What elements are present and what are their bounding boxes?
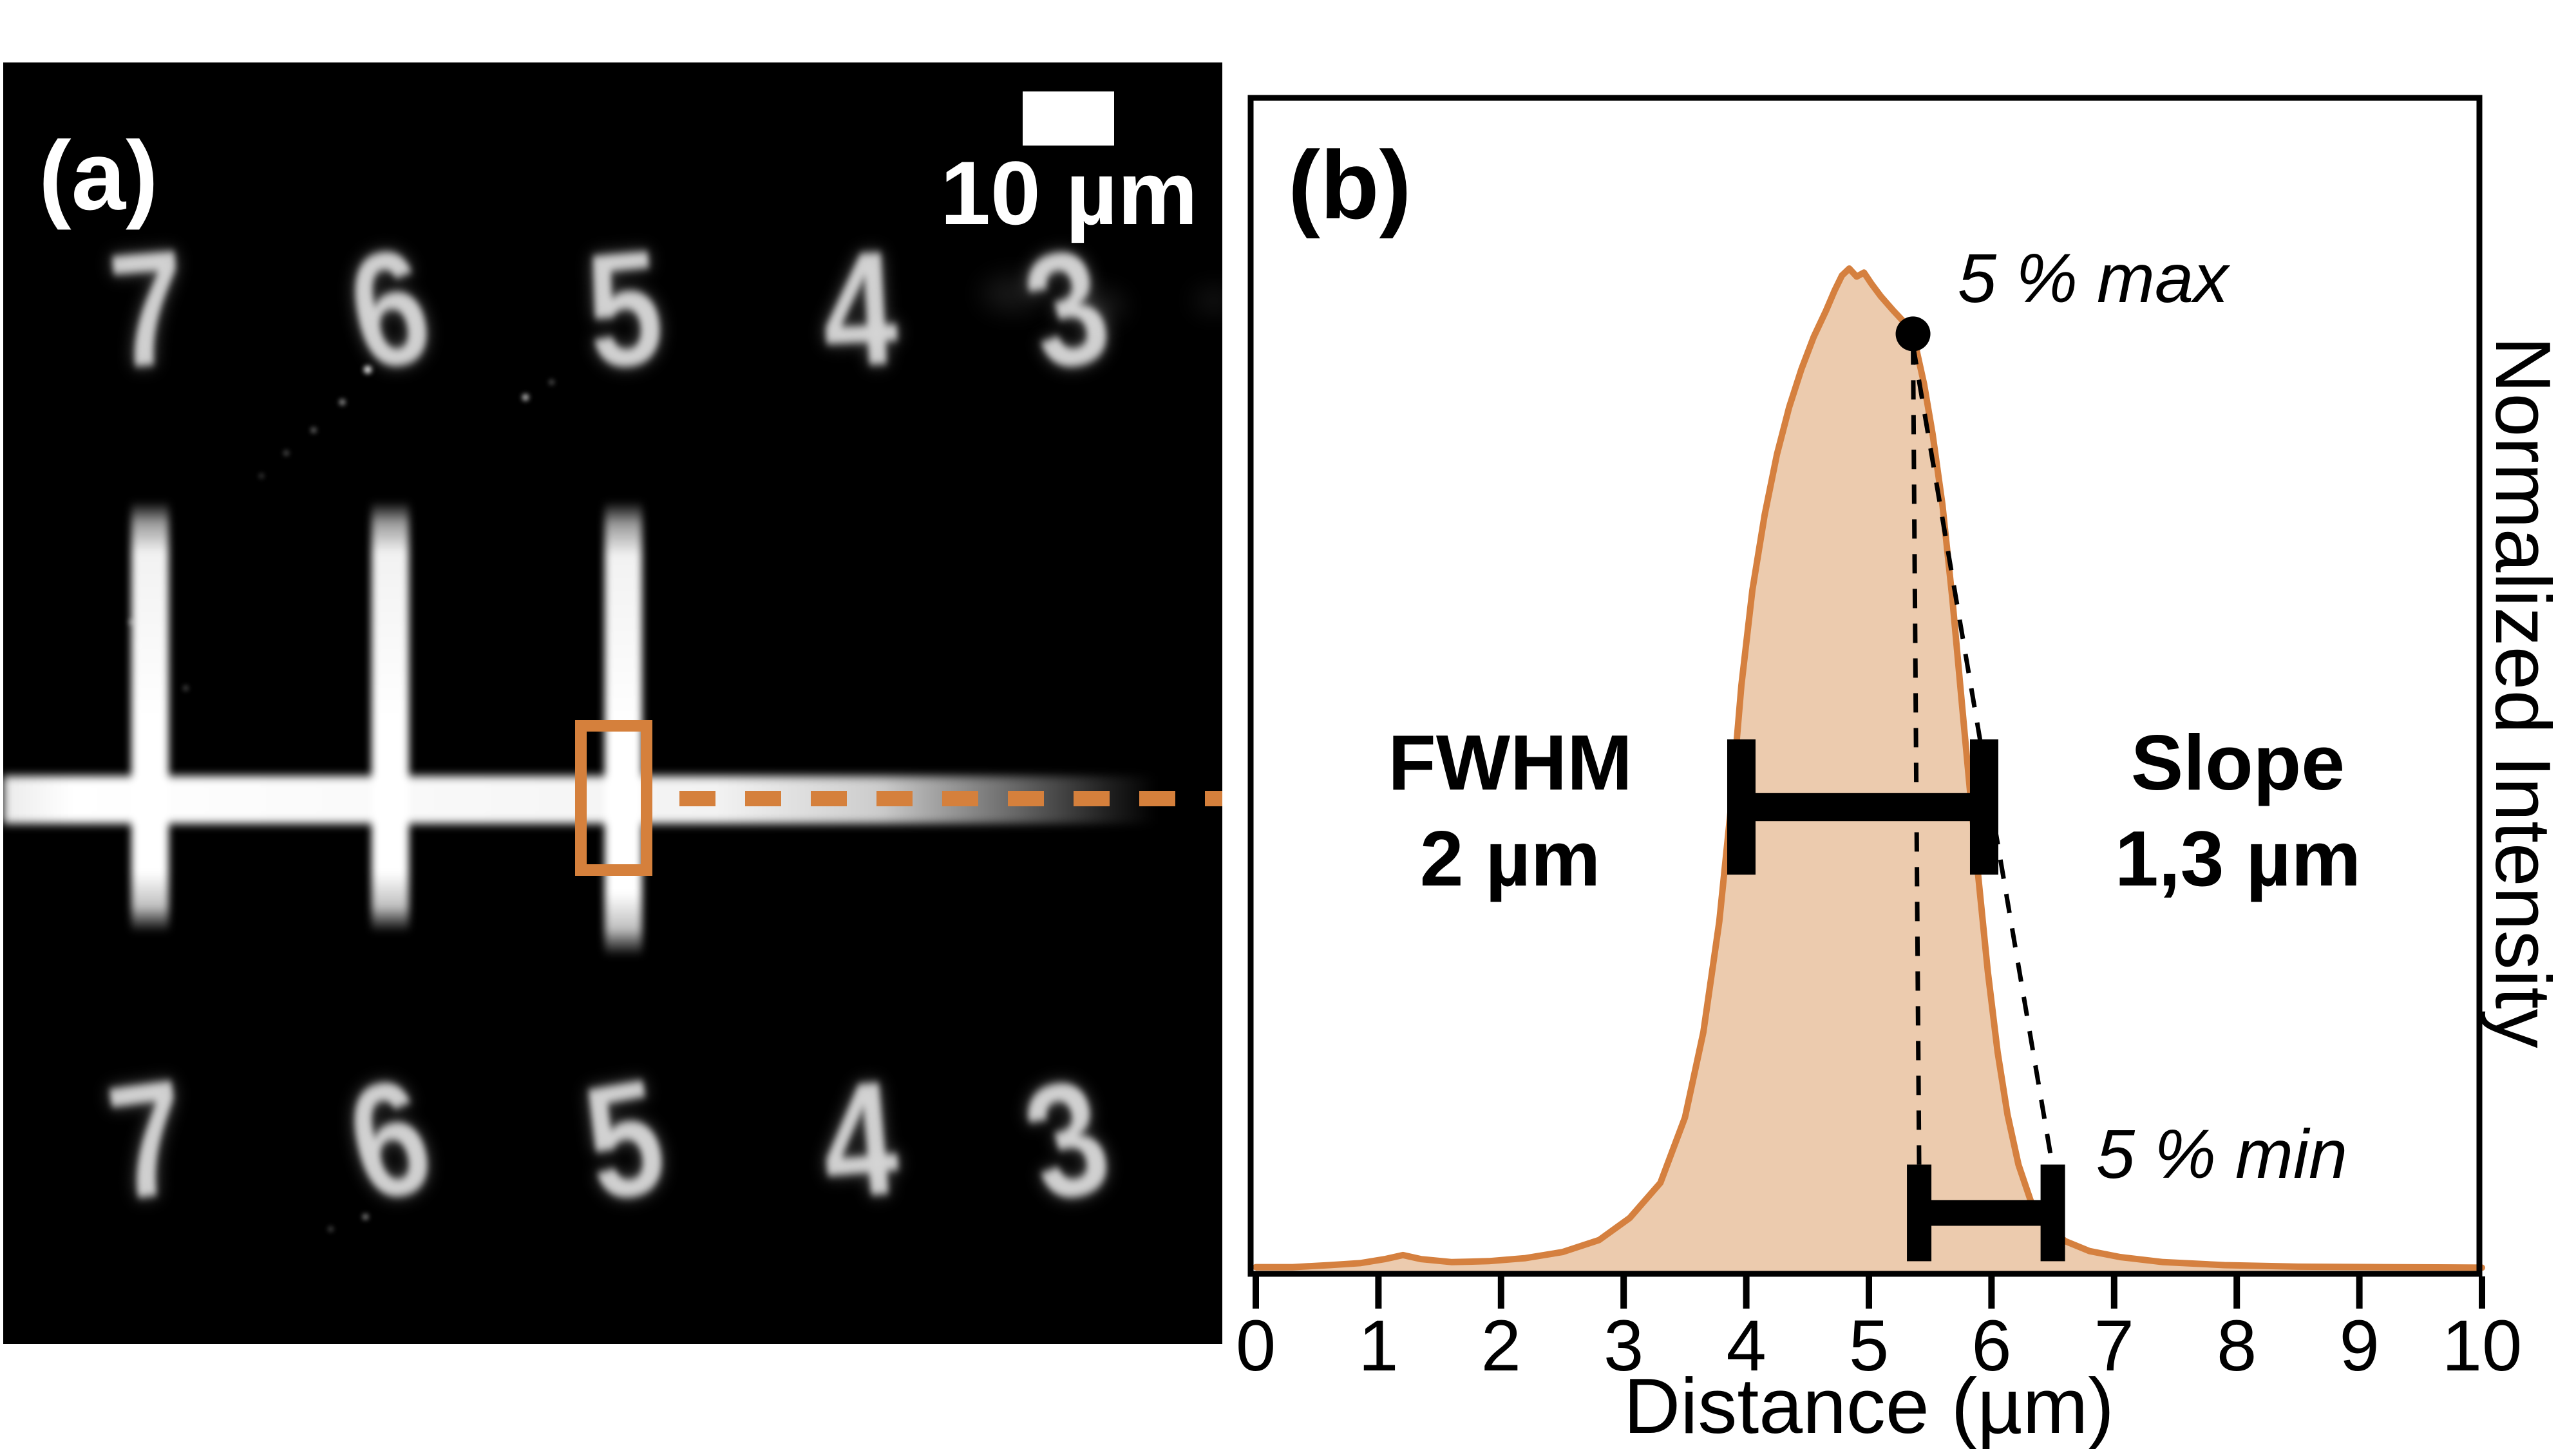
bright-speck: [363, 1214, 368, 1220]
x-tick-label: 5: [1849, 1305, 1889, 1386]
fwhm-annotation: FWHM 2 µm: [1356, 715, 1665, 907]
fwhm-value: 2 µm: [1419, 814, 1601, 902]
roi-highlight-box: [575, 720, 652, 876]
x-tick-label: 10: [2442, 1305, 2523, 1386]
x-tick-label: 9: [2339, 1305, 2379, 1386]
x-tick-label: 8: [2217, 1305, 2257, 1386]
x-tick-label: 0: [1236, 1305, 1276, 1386]
slope-value: 1,3 µm: [2114, 814, 2362, 902]
bright-vertical-bar-2: [372, 501, 409, 933]
bright-speck: [549, 380, 554, 384]
panel-a-label: (a): [39, 121, 158, 231]
fwhm-cap: [1727, 739, 1756, 875]
x-tick-label: 7: [2094, 1305, 2134, 1386]
faint-glow-blob: [1075, 293, 1124, 320]
x-tick-label: 3: [1604, 1305, 1643, 1386]
bright-speck: [311, 428, 316, 433]
slope-cap: [1907, 1164, 1932, 1262]
bright-speck: [184, 686, 188, 690]
scale-bar: [1023, 91, 1114, 146]
slope-title: Slope: [2130, 719, 2345, 806]
bright-speck: [364, 366, 372, 374]
x-tick-label: 2: [1481, 1305, 1521, 1386]
roi-leader-dashed-line: [679, 791, 1222, 806]
annotation-5-percent-min: 5 % min: [2096, 1115, 2348, 1193]
x-tick-label: 4: [1726, 1305, 1766, 1386]
slope-annotation: Slope 1,3 µm: [2083, 715, 2392, 907]
bright-speck: [328, 1227, 333, 1231]
slope-cap: [2040, 1164, 2065, 1262]
bright-speck: [129, 620, 134, 625]
max-point-marker: [1895, 316, 1931, 352]
slope-bar: [1919, 1200, 2053, 1226]
faint-glow-blob: [982, 277, 1043, 311]
fwhm-bar: [1741, 793, 1984, 822]
y-axis-label: Normalized Intensity: [2479, 336, 2567, 1048]
bright-speck: [339, 399, 345, 405]
bright-speck: [284, 451, 289, 455]
fwhm-title: FWHM: [1388, 719, 1633, 806]
plot-border: [1247, 95, 2483, 1277]
bright-vertical-bar-1: [131, 501, 169, 933]
faint-glow-blob: [1195, 290, 1222, 311]
profile-curve: [1253, 265, 2485, 1271]
bright-speck: [260, 474, 263, 478]
x-tick-label: 6: [1971, 1305, 2011, 1386]
profile-area-fill: [1256, 269, 2482, 1274]
annotation-5-percent-max: 5 % max: [1957, 239, 2229, 317]
bright-speck: [522, 394, 529, 401]
bright-speck: [137, 644, 141, 648]
panel-b-label: (b): [1288, 131, 1412, 239]
x-tick-label: 1: [1358, 1305, 1398, 1386]
x-axis-label: Distance (µm): [1624, 1362, 2114, 1449]
scale-bar-label: 10 µm: [940, 142, 1198, 243]
